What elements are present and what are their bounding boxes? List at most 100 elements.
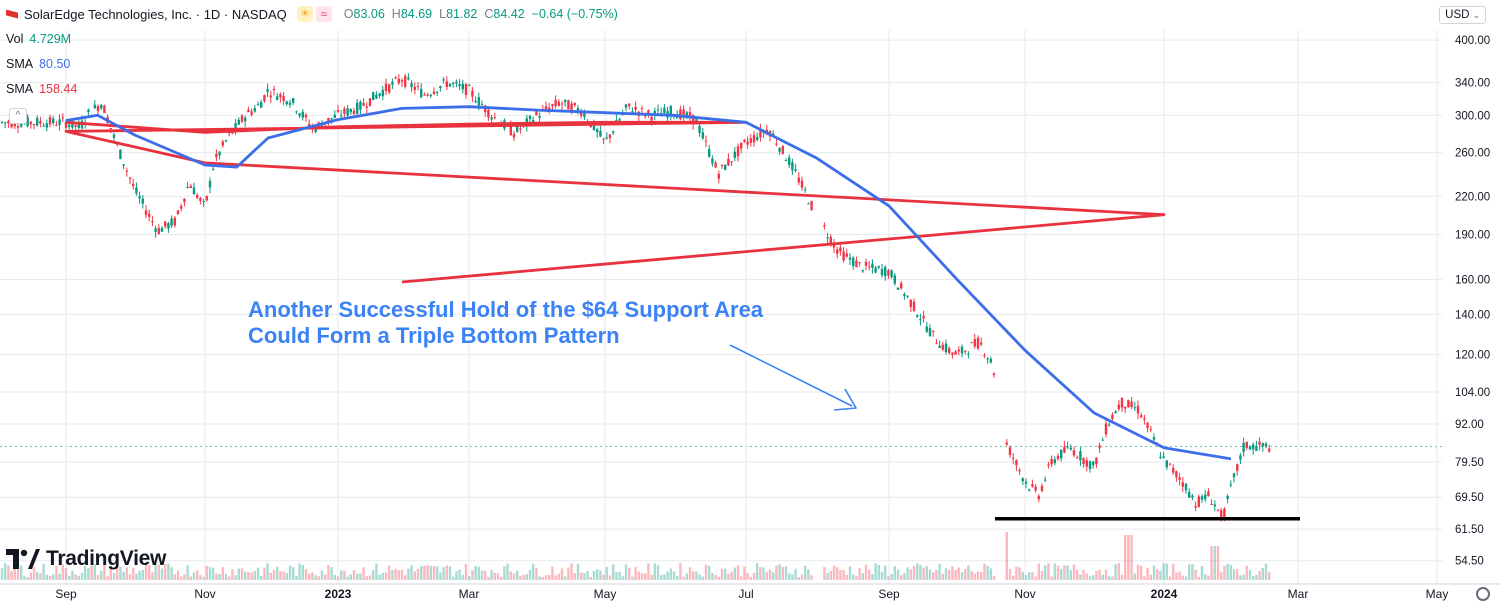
candle-body <box>128 177 132 179</box>
volume-bar <box>672 571 676 580</box>
volume-bar <box>42 563 45 580</box>
volume-bar <box>269 572 272 580</box>
candle-body <box>1088 461 1092 469</box>
volume-bar <box>858 568 861 580</box>
volume-bar <box>378 574 381 580</box>
volume-bar <box>906 567 909 580</box>
volume-bar <box>941 573 944 580</box>
volume-bar <box>704 564 708 580</box>
candle-body <box>196 194 199 198</box>
candle-body <box>292 98 295 103</box>
symbol-title[interactable]: SolarEdge Technologies, Inc. · 1D · NASD… <box>24 6 287 22</box>
volume-bar <box>640 573 644 580</box>
candle-body <box>1184 483 1188 491</box>
candle-body <box>349 108 352 113</box>
volume-bar <box>893 566 896 580</box>
candle-body <box>4 122 7 124</box>
volume-bar <box>375 563 378 580</box>
volume-bar <box>548 574 551 580</box>
volume-bar <box>484 570 487 580</box>
candle-body <box>890 270 893 278</box>
candle-body <box>928 328 932 337</box>
volume-bar <box>1252 576 1255 580</box>
sun-icon[interactable]: ☀ <box>296 6 313 22</box>
candle-body <box>1258 441 1261 445</box>
volume-bar <box>1248 569 1252 580</box>
volume-bar <box>356 573 359 580</box>
volume-bar <box>160 568 164 580</box>
volume-bar <box>983 563 986 580</box>
volume-bar <box>64 567 68 580</box>
candle-body <box>1140 415 1143 418</box>
candle-body <box>573 103 576 106</box>
volume-bar <box>615 571 618 580</box>
volume-bar <box>714 574 717 580</box>
candle-body <box>580 113 583 116</box>
volume-bar <box>272 569 276 580</box>
candle-body <box>874 267 877 273</box>
candle-body <box>314 127 317 132</box>
candle-body <box>368 98 372 106</box>
volume-bar <box>116 566 119 580</box>
y-tick-label: 61.50 <box>1455 524 1484 536</box>
candle-body <box>848 257 852 260</box>
volume-bar <box>1060 568 1063 580</box>
candle-body <box>212 168 215 170</box>
settings-gear-icon[interactable] <box>1476 587 1490 601</box>
volume-bar <box>576 563 580 580</box>
candle-body <box>784 160 788 162</box>
candle-body <box>394 77 397 79</box>
volume-bar <box>496 573 500 580</box>
volume-bar <box>394 569 397 580</box>
volume-bar <box>391 570 394 580</box>
currency-selector[interactable]: USD ⌄ <box>1439 6 1486 24</box>
candle-body <box>906 295 909 297</box>
volume-bar <box>935 569 938 580</box>
candle-body <box>669 106 672 115</box>
x-tick-label: 2023 <box>325 587 352 601</box>
candle-body <box>343 108 346 114</box>
price-change: −0.64 (−0.75%) <box>531 7 618 21</box>
candle-body <box>365 106 368 108</box>
volume-bar <box>554 575 557 580</box>
candle-body <box>189 185 192 188</box>
volume-bar <box>733 567 736 580</box>
volume-bar <box>944 568 948 580</box>
y-tick-label: 92.00 <box>1455 419 1484 431</box>
candle-body <box>346 108 349 116</box>
volume-bar <box>624 564 628 580</box>
candle-body <box>1018 470 1021 472</box>
volume-bar <box>410 565 413 580</box>
candle-body <box>564 99 567 102</box>
candle-body <box>804 189 807 191</box>
volume-bar <box>362 567 365 580</box>
volume-bar <box>426 565 429 580</box>
candle-body <box>717 173 720 179</box>
volume-bar <box>621 576 624 580</box>
candle-body <box>416 85 420 87</box>
candle-body <box>96 106 100 112</box>
candle-body <box>1031 484 1034 487</box>
wave-icon[interactable]: ≈ <box>315 6 332 22</box>
volume-bar <box>1172 563 1175 580</box>
volume-bar <box>228 576 231 580</box>
volume-bar <box>1178 571 1181 580</box>
volume-bar <box>685 573 688 580</box>
candle-body <box>1050 458 1053 465</box>
volume-bar <box>874 563 877 580</box>
volume-bar <box>1028 572 1031 580</box>
volume-bar <box>276 566 279 580</box>
volume-bar <box>404 575 407 580</box>
volume-bar <box>1245 565 1248 580</box>
volume-bar <box>128 574 132 580</box>
volume-bar <box>285 573 288 580</box>
legend-sma-fast[interactable]: SMA 80.50 <box>6 57 71 71</box>
tradingview-logo[interactable]: TradingView <box>6 547 166 571</box>
collapse-legend-icon[interactable]: ^ <box>9 108 27 124</box>
legend-sma-slow[interactable]: SMA 158.44 <box>6 82 78 96</box>
legend-volume[interactable]: Vol 4.729M <box>6 32 72 46</box>
candle-body <box>221 141 224 146</box>
candle-body <box>567 100 570 110</box>
volume-bar <box>256 567 260 580</box>
